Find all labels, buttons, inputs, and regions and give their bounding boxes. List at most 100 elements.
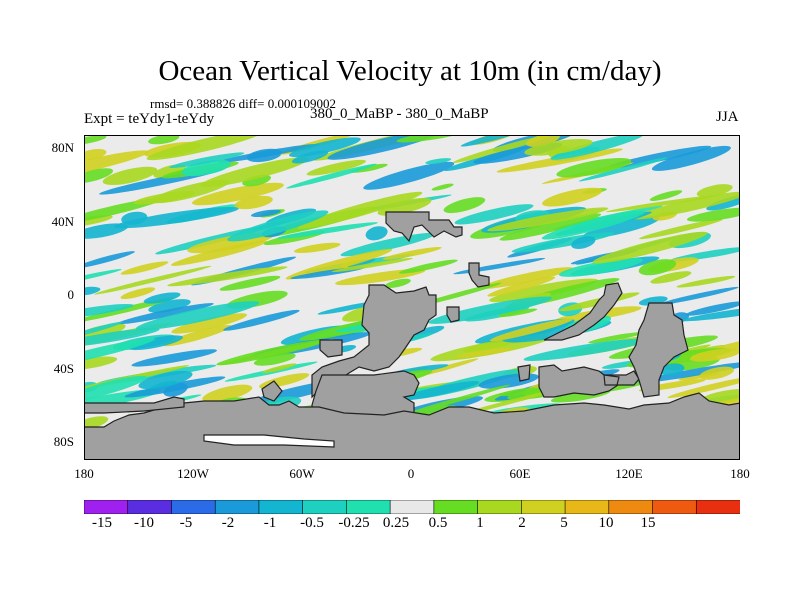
velocity-streak [148,135,180,145]
velocity-streak [425,158,452,165]
velocity-streak [382,246,442,260]
velocity-streak [607,145,712,169]
land-masses [84,211,740,460]
colorbar-cell [389,500,435,514]
velocity-streak [681,303,740,322]
velocity-streak [84,356,118,371]
land-wedge-west [84,396,185,414]
velocity-streak [650,271,692,284]
velocity-streak [689,348,740,362]
velocity-streak [120,261,169,275]
velocity-streak [331,257,414,273]
velocity-streak [127,335,183,351]
velocity-streak [637,361,740,383]
velocity-streak [227,210,329,242]
velocity-streak [113,206,239,229]
velocity-streak [84,321,124,339]
velocity-streak [216,339,327,366]
velocity-streak [138,370,193,390]
velocity-streak [676,275,736,288]
velocity-streak [171,313,248,334]
velocity-streak [234,195,273,210]
velocity-streak [200,157,309,188]
velocity-streak [167,266,288,287]
colorbar-cell [433,500,479,514]
velocity-streak [496,148,623,173]
velocity-streak [250,209,281,217]
y-tick-label: 40N [51,214,74,229]
velocity-streak [293,242,341,254]
land-africa-south [517,364,531,382]
velocity-streak [93,265,212,295]
velocity-streak [706,194,740,211]
velocity-streak [578,157,668,182]
colorbar-cell [171,500,217,514]
velocity-streak [291,150,329,164]
land-new-guinea [603,374,620,386]
colorbar-label: 1 [476,515,484,531]
plot-title: Ocean Vertical Velocity at 10m (in cm/da… [158,55,662,87]
y-tick-label: 0 [67,287,75,302]
land-india-indonesia [543,282,623,341]
colorbar-label: -1 [263,515,277,531]
velocity-streak [524,138,593,156]
velocity-streak [523,338,647,361]
velocity-streak [686,207,740,222]
velocity-streak [84,215,113,227]
velocity-streak [181,159,231,177]
colorbar-label: 15 [640,515,656,531]
land-australia [628,302,689,398]
velocity-streak [487,207,609,232]
colorbar-label: -0.25 [338,515,370,531]
land-central-block [446,306,460,323]
velocity-streak [685,301,740,316]
velocity-streak [124,376,226,398]
x-tick-label: 60E [509,466,531,481]
velocity-streak [489,318,574,342]
stats-label: rmsd= 0.388826 diff= 0.000109002 [150,96,336,111]
colorbar-label: 2 [518,515,526,531]
velocity-streak [588,332,644,344]
land-south-america [311,284,437,399]
velocity-streak [84,297,175,323]
colorbar-cell [477,500,523,514]
velocity-streak [556,157,632,178]
colorbar-cell [127,500,173,514]
colorbar-label: -5 [179,515,193,531]
velocity-streak [285,248,393,280]
velocity-streak [153,164,187,179]
land-north-america-outcrop [385,211,463,243]
colorbar-cell [521,500,566,514]
velocity-streak [191,182,284,206]
velocity-streak [340,232,436,257]
velocity-streak [638,259,677,276]
colorbar-cell [214,500,260,514]
velocity-streak [592,231,708,264]
velocity-streak [479,267,573,289]
experiment-label: Expt = teYdy1-teYdy [84,111,215,127]
velocity-streak [347,258,376,268]
velocity-streak [399,384,511,417]
colorbar-cell [302,500,348,514]
velocity-streak [286,163,377,189]
velocity-streak [84,375,147,403]
x-tick-label: 120E [615,466,643,481]
colorbar-label: 0.5 [428,515,448,531]
velocity-streak [605,195,719,213]
velocity-streak [397,381,480,401]
velocity-streak [120,287,156,300]
velocity-streak [696,184,733,198]
velocity-streak [84,416,109,430]
velocity-streak [499,213,602,241]
velocity-streak [306,159,366,176]
velocity-streak [396,135,464,143]
velocity-streak [133,190,196,205]
velocity-streak [131,349,217,367]
velocity-streak [571,236,596,250]
velocity-streak [365,226,388,241]
colorbar-cell [84,500,129,514]
velocity-streak [550,135,645,160]
velocity-streak [146,135,267,161]
land-antarctic-peninsula [261,380,283,402]
comparison-label: 380_0_MaBP - 380_0_MaBP [310,106,489,122]
